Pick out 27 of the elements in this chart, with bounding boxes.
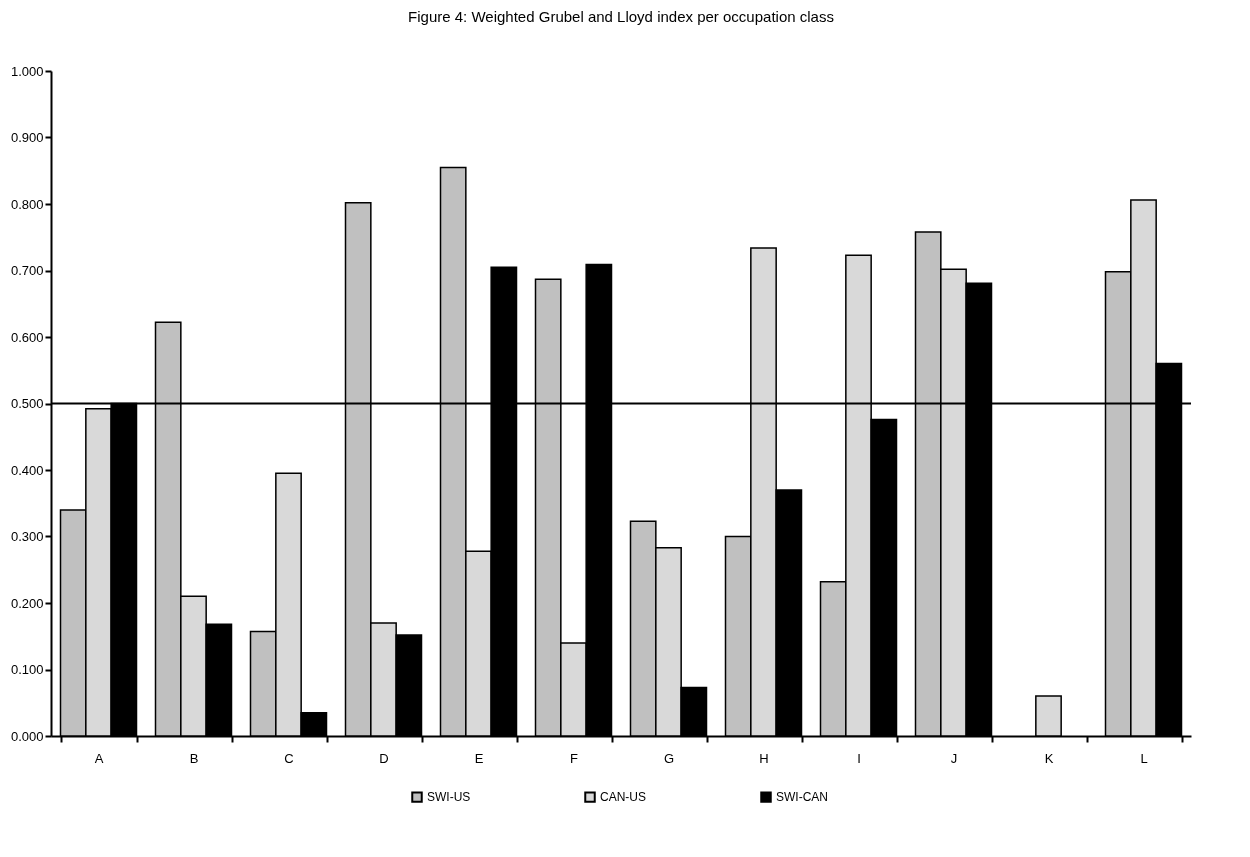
y-tick-label: 0.300 xyxy=(10,529,44,544)
x-tick-label: F xyxy=(570,750,579,766)
y-tick-label: 0.900 xyxy=(10,130,44,145)
y-tick-label: 0.700 xyxy=(10,263,44,278)
legend-label: CAN-US xyxy=(600,790,647,805)
x-tick-label: E xyxy=(474,750,484,766)
x-tick-label: I xyxy=(857,750,861,766)
y-tick-label: 0.200 xyxy=(10,595,44,611)
y-tick-label: 0.800 xyxy=(10,196,44,212)
x-tick-label: A xyxy=(94,750,104,766)
legend-label: SWI-CAN xyxy=(776,790,828,805)
x-tick-label: G xyxy=(663,750,675,766)
y-tick-label: 0.600 xyxy=(10,329,44,345)
chart-title: Figure 4: Weighted Grubel and Lloyd index per occupation class xyxy=(408,8,834,25)
y-tick-label: 0.000 xyxy=(10,728,44,744)
y-tick-label: 0.100 xyxy=(10,662,44,677)
x-tick-label: C xyxy=(284,750,294,766)
x-tick-label: L xyxy=(1140,750,1148,766)
legend-label: SWI-US xyxy=(427,790,471,805)
x-tick-label: J xyxy=(950,750,958,766)
x-tick-label: H xyxy=(759,750,769,766)
x-tick-label: D xyxy=(379,750,389,766)
y-tick-label: 1.000 xyxy=(10,63,44,79)
x-tick-label: B xyxy=(189,750,199,766)
y-tick-label: 0.500 xyxy=(10,396,44,411)
y-tick-label: 0.400 xyxy=(10,462,44,478)
x-tick-label: K xyxy=(1044,750,1054,766)
